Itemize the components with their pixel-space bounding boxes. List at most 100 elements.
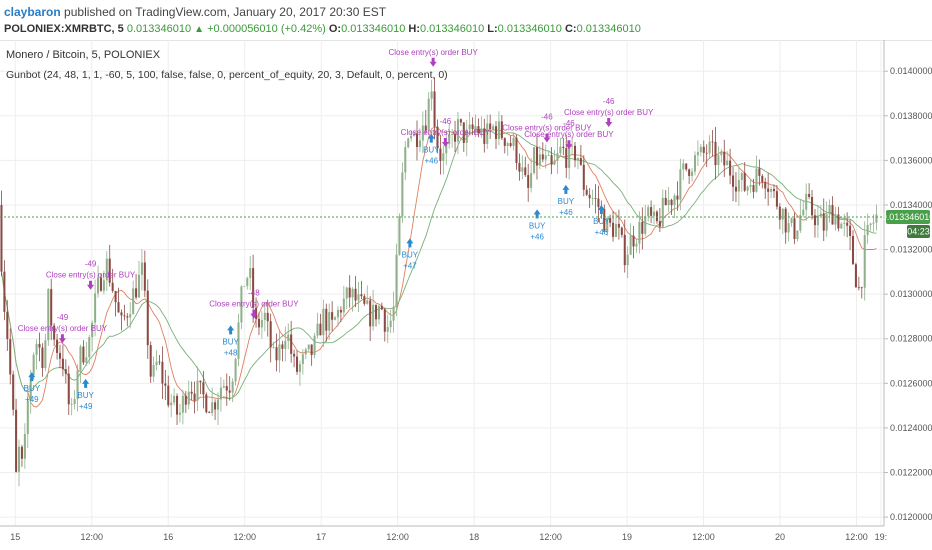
candle-body	[822, 213, 825, 231]
buy-arrow-icon	[227, 325, 235, 335]
candle-body	[181, 395, 184, 413]
candle-body	[99, 277, 102, 291]
x-tick-label: 17	[316, 532, 326, 542]
y-tick-label: 0.012800000	[890, 334, 932, 344]
candle-body	[638, 221, 641, 244]
candle-body	[541, 154, 544, 160]
candle-body	[533, 147, 536, 174]
candle-body	[3, 271, 6, 312]
candle-body	[749, 185, 752, 187]
candle-body	[647, 207, 650, 217]
candle-body	[9, 339, 12, 375]
candle-body	[693, 155, 697, 172]
buy-arrow-icon	[406, 238, 414, 248]
candle-body	[334, 317, 337, 320]
candle-body	[872, 222, 875, 224]
candle-body	[509, 143, 512, 146]
candle-body	[869, 223, 872, 226]
buy-signal-label: BUY	[24, 384, 41, 393]
candle-body	[272, 347, 275, 349]
candle-body	[515, 137, 518, 164]
candle-body	[837, 214, 840, 229]
candle-body	[383, 309, 386, 332]
candle-body	[468, 124, 471, 130]
candle-body	[746, 186, 749, 191]
x-tick-label: 12:00	[845, 532, 868, 542]
candle-body	[64, 369, 67, 374]
candle-body	[178, 412, 181, 415]
countdown-text: 04:23	[907, 227, 930, 237]
candle-body	[140, 262, 143, 275]
candle-body	[667, 199, 670, 206]
current-price-tag	[886, 210, 930, 225]
candle-body	[474, 126, 477, 130]
candle-body	[50, 289, 53, 326]
buy-signal-label: BUY	[558, 197, 575, 206]
candle-body	[594, 198, 597, 199]
candle-body	[459, 119, 462, 123]
symbol-label[interactable]: POLONIEX:XMRBTC, 5	[4, 23, 124, 35]
x-tick-label: 18	[469, 532, 479, 542]
y-tick-label: 0.012400000	[890, 423, 932, 433]
y-tick-label: 0.012200000	[890, 467, 932, 477]
candle-body	[471, 124, 474, 130]
author-link[interactable]: claybaron	[4, 5, 61, 19]
candle-body	[146, 290, 149, 346]
candle-body	[184, 395, 187, 405]
candle-body	[205, 394, 208, 413]
candle-body	[372, 304, 375, 327]
candle-body	[293, 353, 296, 357]
candle-body	[705, 152, 708, 154]
candle-body	[682, 163, 685, 170]
x-tick-label: 19	[622, 532, 632, 542]
candle-body	[813, 215, 816, 226]
close-label: C:	[564, 23, 577, 35]
ma-fast-line	[1, 126, 877, 408]
chart-grid	[0, 40, 884, 526]
candle-body	[699, 146, 702, 153]
candle-body	[696, 152, 699, 156]
x-axis[interactable]: 15 12:00 16 12:00 17 12:00 18 12:00 19 12:00 20 12:…	[10, 532, 887, 542]
indicator-legend[interactable]: Gunbot (24, 48, 1, 1, -60, 5, 100, false…	[6, 69, 448, 81]
candle-body	[626, 254, 629, 266]
candle-body	[404, 147, 407, 173]
candle-body	[743, 172, 746, 191]
candle-body	[398, 216, 401, 255]
close-arrow-icon	[441, 138, 449, 148]
y-axis[interactable]: 0.012000000 0.012200000 0.012400000 0.01260…	[884, 66, 932, 522]
candle-body	[199, 380, 202, 383]
candle-body	[173, 395, 176, 403]
candle-body	[840, 223, 843, 229]
candle-body	[196, 380, 199, 401]
candle-body	[617, 223, 620, 228]
candle-body	[802, 209, 805, 216]
candle-body	[784, 208, 787, 233]
chart-header: claybaron published on TradingView.com, …	[0, 0, 932, 41]
close-signal-label: Close entry(s) order BUY	[502, 124, 592, 133]
candle-body	[714, 141, 717, 166]
candle-body	[32, 354, 35, 376]
candle-body	[0, 204, 3, 272]
candle-body	[354, 288, 357, 301]
candle-body	[38, 343, 41, 348]
y-tick-label: 0.012000000	[890, 512, 932, 522]
candle-body	[652, 211, 656, 216]
candle-body	[805, 193, 808, 210]
candle-body	[635, 243, 638, 247]
candle-body	[41, 347, 44, 369]
buy-signal-label: +48	[224, 348, 238, 357]
candles	[0, 78, 878, 487]
candle-body	[556, 153, 559, 161]
candle-body	[811, 196, 814, 216]
buy-arrow-icon	[562, 184, 570, 194]
candle-body	[246, 277, 249, 286]
candle-body	[726, 160, 729, 166]
buy-signal-label: +46	[559, 208, 573, 217]
candle-body	[655, 211, 658, 222]
candle-body	[582, 164, 585, 190]
candle-body	[234, 358, 237, 382]
candle-body	[29, 375, 32, 401]
candle-body	[76, 370, 79, 400]
candle-body	[591, 198, 594, 199]
